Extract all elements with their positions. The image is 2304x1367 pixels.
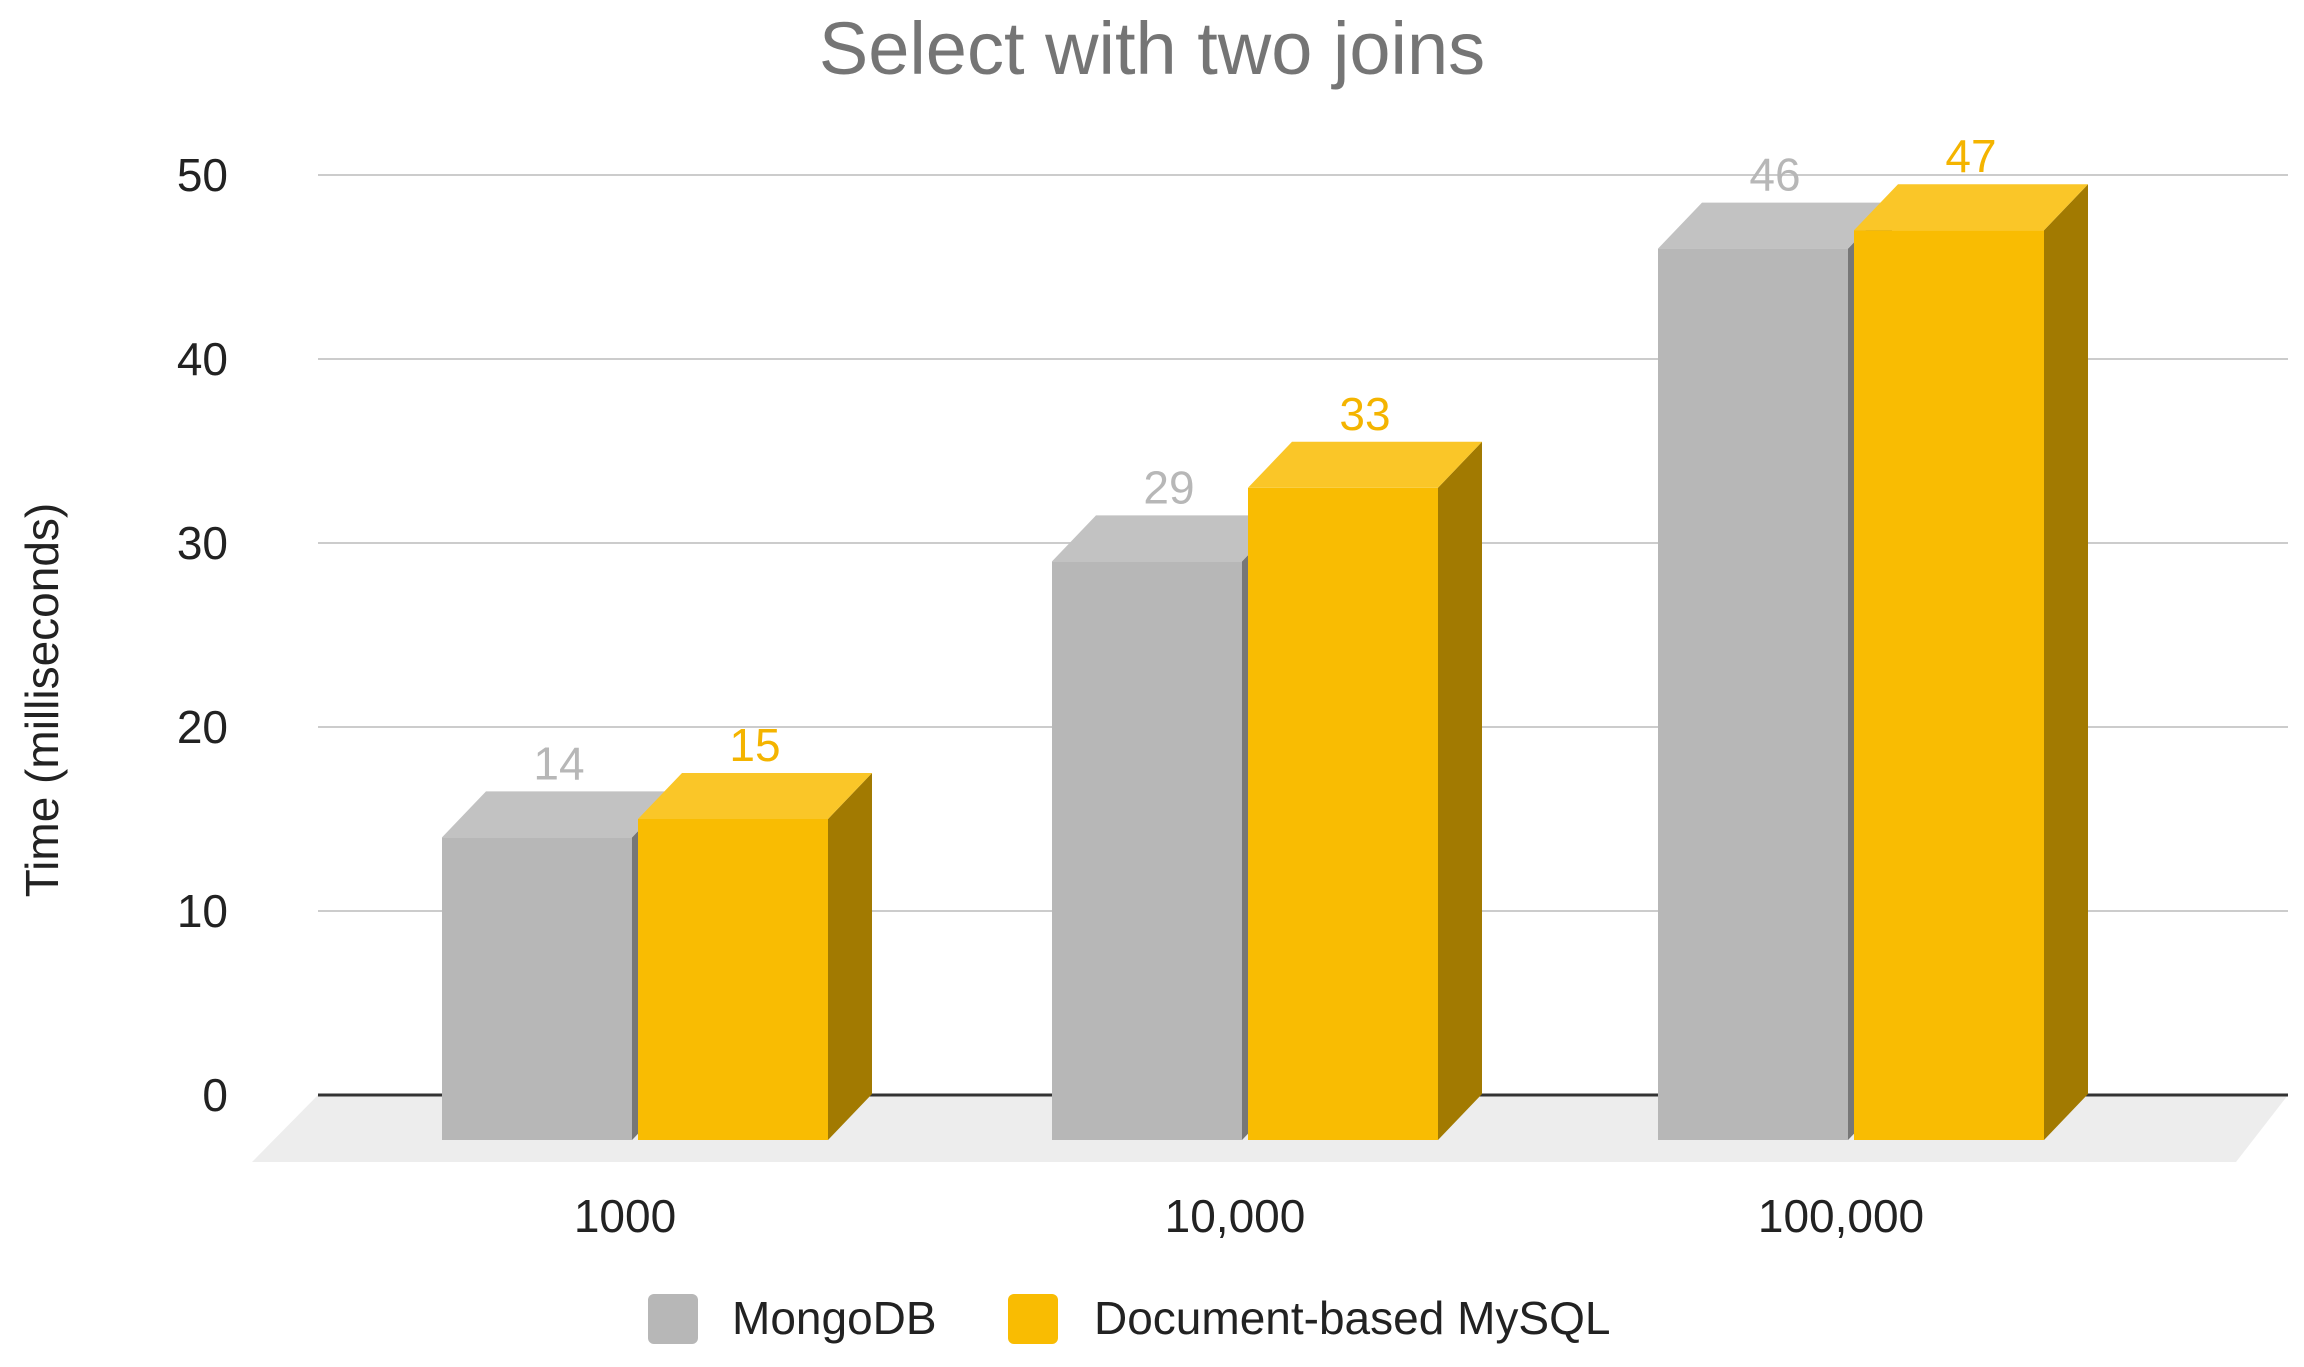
bar-top-mongodb <box>1658 202 1892 249</box>
bar-side-document-based-mysql <box>1438 441 1482 1140</box>
bar-top-document-based-mysql <box>1248 441 1482 488</box>
data-labels: 14 15 29 33 46 47 <box>533 130 1996 789</box>
y-axis-ticks: 0 10 20 30 40 50 <box>177 149 228 1121</box>
bar-top-document-based-mysql <box>638 773 872 819</box>
x-tick-label: 1000 <box>574 1190 676 1242</box>
bar-mongodb <box>1052 561 1242 1140</box>
data-label: 33 <box>1339 388 1390 440</box>
bar-top-document-based-mysql <box>1854 184 2088 231</box>
bar-document-based-mysql <box>638 819 828 1140</box>
legend-swatch-document-based-mysql <box>1008 1294 1058 1344</box>
bar-top-mongodb <box>442 791 676 838</box>
bar-document-based-mysql <box>1854 230 2044 1140</box>
y-tick-label: 40 <box>177 333 228 385</box>
y-tick-label: 30 <box>177 517 228 569</box>
bar-side-document-based-mysql <box>2044 184 2088 1140</box>
legend-label-document-based-mysql: Document-based MySQL <box>1094 1292 1610 1344</box>
bar-top-mongodb <box>1052 515 1286 562</box>
y-tick-label: 0 <box>202 1069 228 1121</box>
data-label: 14 <box>533 737 584 789</box>
legend-swatch-mongodb <box>648 1294 698 1344</box>
x-axis-ticks: 1000 10,000 100,000 <box>574 1190 1924 1242</box>
y-tick-label: 50 <box>177 149 228 201</box>
chart-title: Select with two joins <box>819 7 1485 90</box>
bar-mongodb <box>1658 248 1848 1141</box>
bar-side-document-based-mysql <box>828 773 872 1140</box>
y-axis-label: Time (milliseconds) <box>16 503 68 897</box>
data-label: 29 <box>1143 461 1194 513</box>
x-tick-label: 100,000 <box>1758 1190 1924 1242</box>
legend: MongoDB Document-based MySQL <box>648 1292 1610 1344</box>
bar-mongodb <box>442 837 632 1140</box>
y-tick-label: 10 <box>177 885 228 937</box>
data-label: 46 <box>1749 149 1800 201</box>
x-tick-label: 10,000 <box>1165 1190 1306 1242</box>
y-tick-label: 20 <box>177 701 228 753</box>
bar-document-based-mysql <box>1248 487 1438 1140</box>
legend-label-mongodb: MongoDB <box>732 1292 937 1344</box>
bars <box>442 184 2088 1141</box>
data-label: 47 <box>1945 130 1996 182</box>
data-label: 15 <box>729 719 780 771</box>
